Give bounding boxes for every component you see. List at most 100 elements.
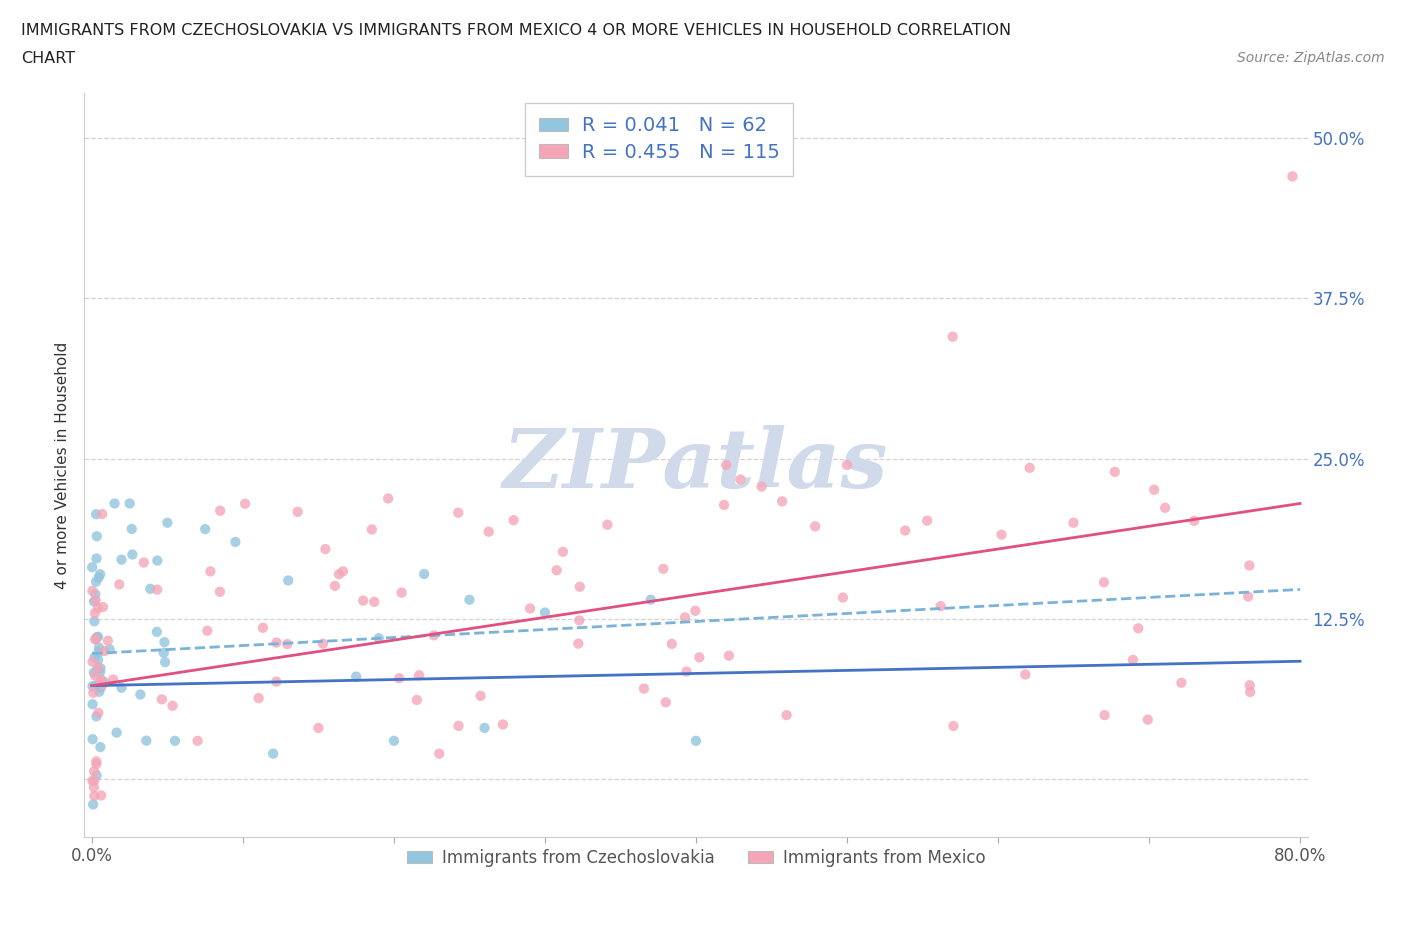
Point xyxy=(82,655,104,670)
Point xyxy=(714,458,737,472)
Point xyxy=(247,691,270,706)
Point xyxy=(83,665,105,680)
Point xyxy=(894,523,917,538)
Point xyxy=(82,679,104,694)
Point xyxy=(751,479,773,494)
Point xyxy=(108,577,131,591)
Point xyxy=(103,496,125,511)
Point xyxy=(307,721,329,736)
Point xyxy=(1136,712,1159,727)
Point xyxy=(224,535,246,550)
Point xyxy=(688,650,710,665)
Point xyxy=(84,631,107,646)
Point xyxy=(458,592,481,607)
Point xyxy=(423,628,446,643)
Point xyxy=(377,491,399,506)
Point xyxy=(83,780,105,795)
Point xyxy=(162,698,184,713)
Point xyxy=(312,636,335,651)
Point xyxy=(101,672,124,687)
Point xyxy=(84,605,107,620)
Point xyxy=(146,624,169,639)
Point xyxy=(93,644,115,658)
Point xyxy=(1182,513,1205,528)
Point xyxy=(276,637,298,652)
Point xyxy=(91,677,114,692)
Point xyxy=(84,587,107,602)
Point xyxy=(87,640,110,655)
Point xyxy=(150,692,173,707)
Point xyxy=(132,555,155,570)
Point xyxy=(1154,500,1177,515)
Point xyxy=(163,734,186,749)
Point xyxy=(770,494,793,509)
Point xyxy=(84,678,107,693)
Point xyxy=(661,636,683,651)
Point xyxy=(942,719,965,734)
Point xyxy=(344,670,367,684)
Point xyxy=(89,566,111,581)
Legend: Immigrants from Czechoslovakia, Immigrants from Mexico: Immigrants from Czechoslovakia, Immigran… xyxy=(399,842,993,873)
Point xyxy=(82,797,104,812)
Point xyxy=(89,660,111,675)
Point xyxy=(652,562,675,577)
Point xyxy=(717,648,740,663)
Point xyxy=(655,695,678,710)
Point xyxy=(82,560,104,575)
Point xyxy=(87,630,110,644)
Point xyxy=(1237,589,1260,604)
Text: ZIPatlas: ZIPatlas xyxy=(503,425,889,505)
Point xyxy=(1014,667,1036,682)
Point xyxy=(1018,460,1040,475)
Point xyxy=(915,513,938,528)
Point xyxy=(82,697,104,711)
Point xyxy=(596,517,619,532)
Point xyxy=(360,522,382,537)
Point xyxy=(84,632,107,647)
Point xyxy=(83,789,105,804)
Point xyxy=(287,504,309,519)
Point xyxy=(730,472,752,487)
Point xyxy=(568,613,591,628)
Text: Source: ZipAtlas.com: Source: ZipAtlas.com xyxy=(1237,51,1385,65)
Point xyxy=(1170,675,1192,690)
Point xyxy=(153,655,176,670)
Point xyxy=(91,600,114,615)
Point xyxy=(93,675,115,690)
Point xyxy=(408,668,430,683)
Point xyxy=(86,551,108,565)
Point xyxy=(1122,653,1144,668)
Point xyxy=(86,709,108,724)
Point xyxy=(478,525,501,539)
Point xyxy=(87,652,110,667)
Point xyxy=(929,599,952,614)
Point xyxy=(447,719,470,734)
Point xyxy=(86,662,108,677)
Text: CHART: CHART xyxy=(21,51,75,66)
Point xyxy=(405,693,427,708)
Point xyxy=(83,773,105,788)
Point xyxy=(633,681,655,696)
Point xyxy=(89,739,111,754)
Point xyxy=(352,593,374,608)
Point xyxy=(990,527,1012,542)
Point xyxy=(266,674,288,689)
Point xyxy=(685,734,707,749)
Point xyxy=(1104,464,1126,479)
Point xyxy=(83,614,105,629)
Point xyxy=(82,583,104,598)
Point xyxy=(675,664,697,679)
Point xyxy=(84,754,107,769)
Point xyxy=(135,733,157,748)
Point xyxy=(153,635,176,650)
Point xyxy=(156,515,179,530)
Point xyxy=(90,672,112,687)
Point xyxy=(200,564,222,578)
Point xyxy=(194,522,217,537)
Point xyxy=(323,578,346,593)
Point xyxy=(640,592,662,607)
Point xyxy=(90,680,112,695)
Point xyxy=(110,552,132,567)
Point xyxy=(139,581,162,596)
Point xyxy=(1281,169,1303,184)
